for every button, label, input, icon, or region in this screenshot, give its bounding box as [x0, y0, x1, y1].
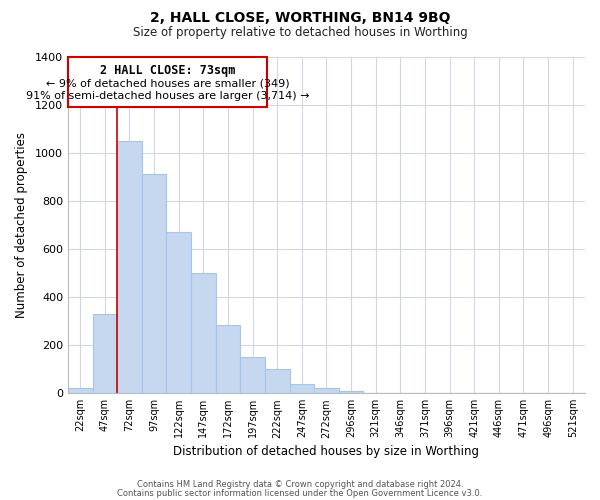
Text: Contains public sector information licensed under the Open Government Licence v3: Contains public sector information licen… [118, 490, 482, 498]
Text: Contains HM Land Registry data © Crown copyright and database right 2024.: Contains HM Land Registry data © Crown c… [137, 480, 463, 489]
Text: 91% of semi-detached houses are larger (3,714) →: 91% of semi-detached houses are larger (… [26, 92, 310, 102]
X-axis label: Distribution of detached houses by size in Worthing: Distribution of detached houses by size … [173, 444, 479, 458]
Bar [290, 384, 314, 393]
Bar [166, 232, 191, 393]
Bar [142, 174, 166, 393]
Y-axis label: Number of detached properties: Number of detached properties [15, 132, 28, 318]
Bar [117, 140, 142, 393]
FancyBboxPatch shape [68, 56, 268, 107]
Bar [265, 369, 290, 393]
Bar [68, 388, 92, 393]
Bar [92, 314, 117, 393]
Text: ← 9% of detached houses are smaller (349): ← 9% of detached houses are smaller (349… [46, 78, 290, 88]
Text: 2, HALL CLOSE, WORTHING, BN14 9BQ: 2, HALL CLOSE, WORTHING, BN14 9BQ [150, 11, 450, 25]
Bar [191, 273, 215, 393]
Text: Size of property relative to detached houses in Worthing: Size of property relative to detached ho… [133, 26, 467, 39]
Bar [339, 391, 364, 393]
Bar [240, 357, 265, 393]
Text: 2 HALL CLOSE: 73sqm: 2 HALL CLOSE: 73sqm [100, 64, 236, 76]
Bar [215, 324, 240, 393]
Bar [314, 388, 339, 393]
